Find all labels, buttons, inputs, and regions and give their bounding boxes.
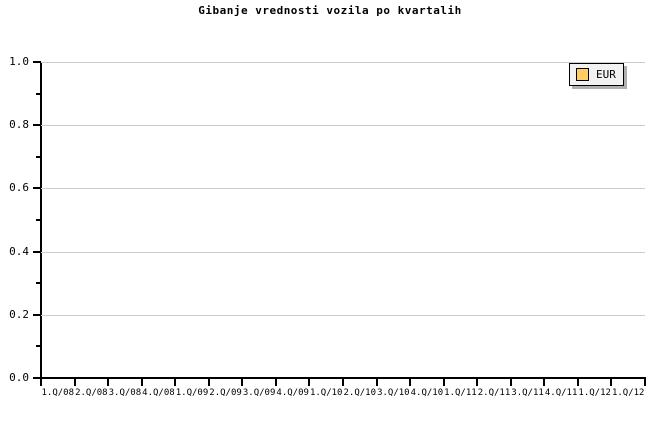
x-axis-tick — [207, 379, 210, 386]
page-title: Gibanje vrednosti vozila po kvartalih — [198, 4, 462, 17]
x-axis-tick-label: 2.Q/08 — [75, 388, 108, 398]
x-axis-tick-label: 3.Q/08 — [108, 388, 142, 398]
y-axis-minor-tick — [36, 282, 41, 285]
x-axis-tick — [140, 379, 143, 386]
x-axis-tick-label: 2.Q/09 — [209, 388, 242, 398]
x-axis-tick-label: 2.Q/11 — [477, 388, 511, 398]
gridline-y — [41, 314, 645, 316]
x-axis-tick-label: 1.Q/09 — [175, 388, 209, 398]
y-axis-minor-tick — [36, 92, 41, 95]
y-axis-tick-label: 0.8 — [9, 118, 29, 132]
y-axis-tick-label: 0.4 — [9, 244, 29, 258]
x-axis-tick-label: 1.Q/11 — [444, 388, 477, 398]
y-axis-spine — [40, 62, 42, 379]
x-axis-tick — [174, 379, 177, 386]
x-axis-tick-label: 3.Q/10 — [377, 388, 410, 398]
y-axis-major-tick — [33, 313, 41, 316]
x-axis-tick — [241, 379, 244, 386]
y-axis-major-tick — [33, 61, 41, 63]
x-axis-tick-label: 4.Q/10 — [410, 388, 444, 398]
x-axis-tick — [644, 379, 646, 386]
x-axis-tick — [442, 379, 445, 386]
x-axis-tick — [308, 379, 311, 386]
x-axis-tick — [409, 379, 412, 386]
x-axis-tick-label: 1.Q/12 — [578, 388, 611, 398]
x-axis-tick — [274, 379, 277, 386]
x-axis-tick — [576, 379, 579, 386]
x-axis-tick — [40, 379, 42, 386]
x-axis-tick — [543, 379, 546, 386]
x-axis-tick-label: 2.Q/10 — [343, 388, 377, 398]
plot-area — [41, 62, 645, 378]
x-axis-spine — [41, 377, 646, 379]
y-axis-minor-tick — [36, 219, 41, 221]
gridline-y — [41, 125, 645, 127]
y-axis-major-tick — [33, 377, 41, 379]
x-axis-tick-label: 1.Q/12 — [611, 388, 645, 398]
y-axis-tick-label: 0.2 — [9, 307, 29, 321]
y-axis-major-tick — [33, 124, 41, 127]
x-axis-tick — [73, 379, 76, 386]
y-axis-minor-tick — [36, 345, 41, 348]
x-axis-tick-label: 4.Q/09 — [276, 388, 309, 398]
x-axis-tick — [342, 379, 344, 386]
legend-swatch-eur — [576, 68, 589, 81]
gridline-y — [41, 62, 645, 63]
gridline-y — [41, 188, 645, 190]
legend-label-eur: EUR — [596, 68, 616, 81]
x-axis-tick-label: 1.Q/10 — [309, 388, 343, 398]
chart-legend[interactable]: EUR — [569, 63, 624, 86]
y-axis-tick-label: 0.0 — [9, 371, 29, 384]
x-axis-tick-label: 4.Q/11 — [544, 388, 578, 398]
x-axis-tick — [610, 379, 613, 386]
y-axis-major-tick — [33, 250, 41, 253]
x-axis-tick-label: 4.Q/08 — [142, 388, 175, 398]
y-axis-tick-label: 0.6 — [9, 181, 29, 195]
x-axis-tick — [476, 379, 479, 386]
x-axis-tick-label: 3.Q/09 — [242, 388, 276, 398]
y-axis-minor-tick — [36, 155, 41, 158]
x-axis-tick — [509, 379, 512, 386]
gridline-y — [41, 251, 645, 253]
x-axis-tick — [375, 379, 378, 386]
y-axis-tick-label: 1.0 — [9, 55, 29, 68]
x-axis-tick-label: 1.Q/08 — [41, 388, 75, 398]
x-axis-tick — [107, 379, 110, 386]
x-axis-tick-label: 3.Q/11 — [511, 388, 544, 398]
y-axis-major-tick — [33, 187, 41, 190]
